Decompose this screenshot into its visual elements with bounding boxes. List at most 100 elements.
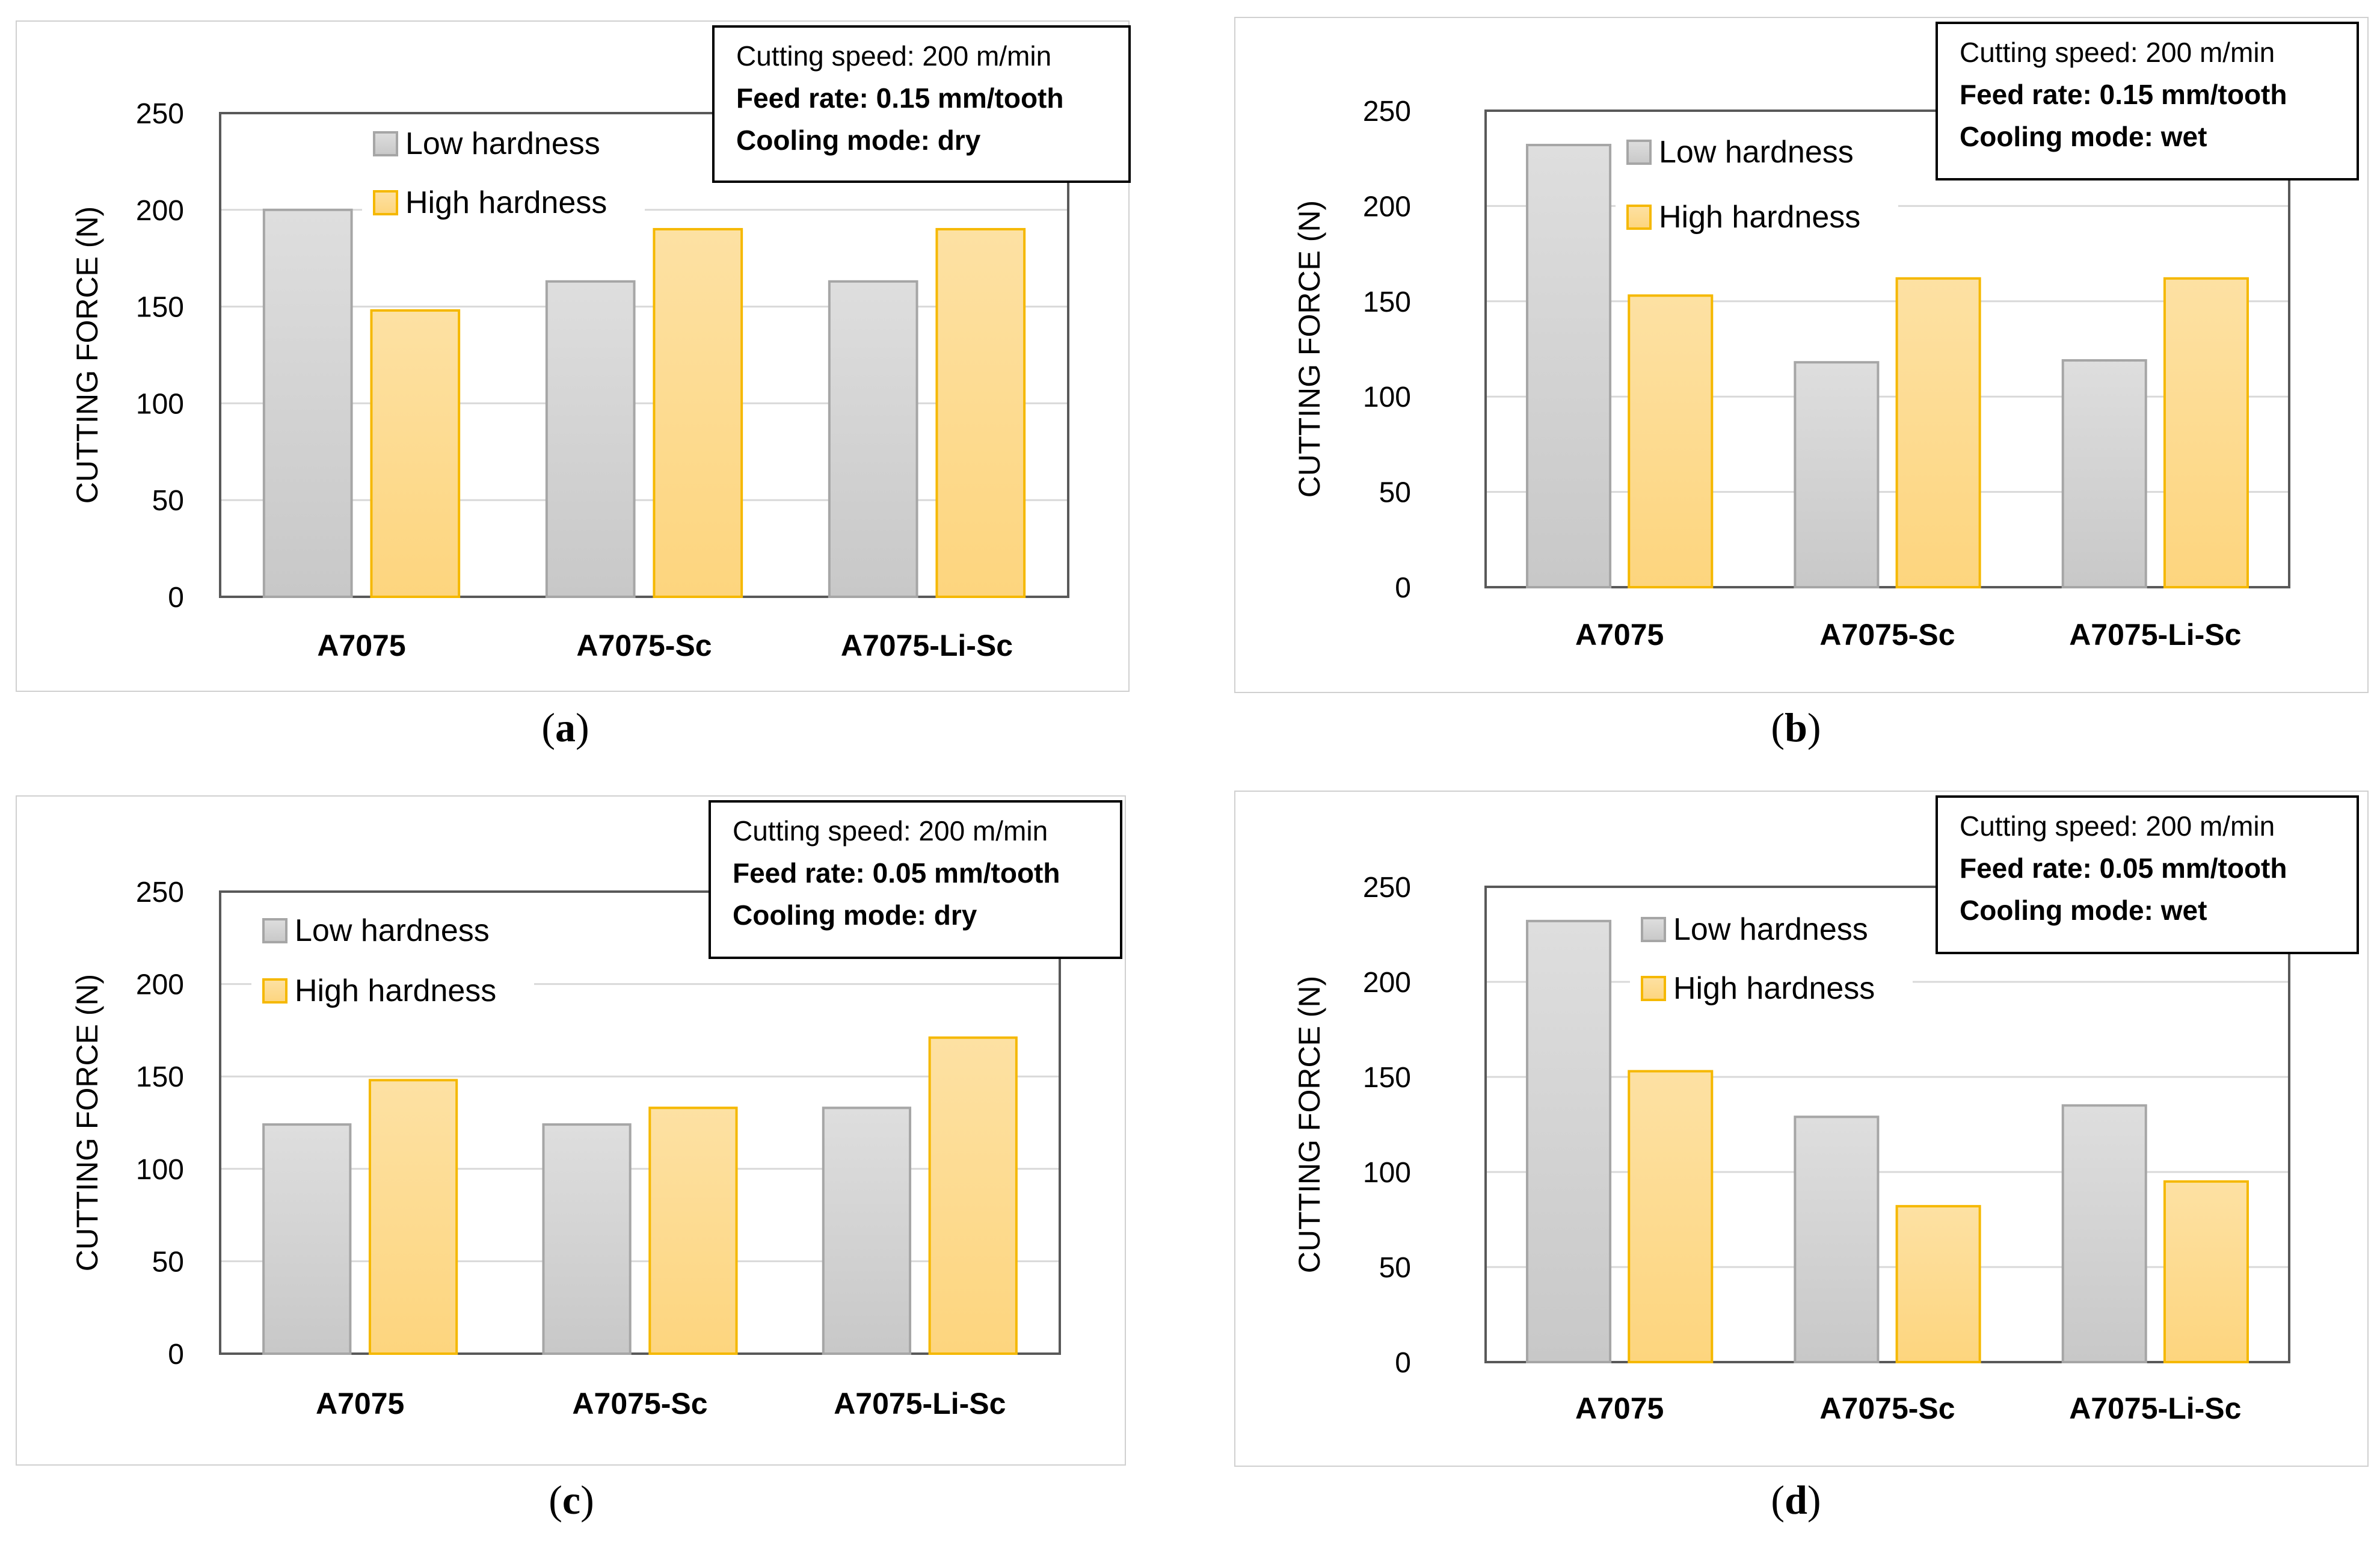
legend (362, 119, 645, 226)
info-speed: Cutting speed: 200 m/min (733, 815, 1048, 847)
y-tick-label: 200 (1363, 191, 1411, 223)
y-tick-label: 50 (1379, 1252, 1411, 1284)
plot-area (1484, 886, 2290, 1363)
y-tick-label: 150 (1363, 1062, 1411, 1094)
info-feed: Feed rate: 0.15 mm/tooth (1960, 79, 2287, 110)
bar-low-hardness (545, 280, 636, 598)
legend-label-low: Low hardness (1673, 912, 1868, 947)
chart-b: 0 50 100 150 200 250 A7075 A7075-Sc A7075-Li-Sc C… (1293, 96, 2290, 652)
y-axis-label: CUTTING FORCE (N) (70, 974, 104, 1271)
legend-label-high: High hardness (1659, 200, 1860, 235)
info-feed: Feed rate: 0.15 mm/tooth (736, 82, 1064, 114)
legend-swatch-high (1626, 205, 1652, 230)
info-cooling: Cooling mode: dry (736, 125, 981, 156)
legend (1616, 128, 1898, 241)
caption-letter: a (555, 705, 576, 750)
x-category-label: A7075 (1575, 1392, 1664, 1425)
y-tick-label: 250 (1363, 872, 1411, 904)
y-tick-label: 50 (152, 1246, 184, 1278)
y-tick-label: 150 (136, 1061, 184, 1093)
legend-swatch-high (262, 978, 288, 1004)
x-category-label: A7075-Li-Sc (834, 1387, 1006, 1420)
panel-d: 0 50 100 150 200 250 A7075 A7075-Sc A7075-Li-Sc C… (1221, 773, 2380, 1545)
info-speed: Cutting speed: 200 m/min (1960, 37, 2275, 68)
bar-high-hardness (1628, 294, 1714, 588)
legend-swatch-low (1641, 917, 1666, 942)
y-tick-label: 0 (168, 582, 184, 614)
bar-high-hardness (2163, 277, 2249, 588)
bar-low-hardness (542, 1123, 632, 1355)
y-tick-label: 100 (1363, 1157, 1411, 1189)
x-category-label: A7075 (317, 629, 405, 662)
bar-high-hardness (935, 227, 1026, 598)
bar-low-hardness (2061, 359, 2147, 588)
x-category-label: A7075-Sc (1819, 1392, 1955, 1425)
caption-letter: b (1785, 705, 1807, 750)
bar-low-hardness (262, 1123, 352, 1355)
y-tick-label: 50 (1379, 477, 1411, 509)
bar-high-hardness (2163, 1180, 2249, 1363)
y-tick-label: 250 (136, 877, 184, 908)
panel-caption: (a) (541, 705, 589, 750)
y-axis-label: CUTTING FORCE (N) (1293, 200, 1326, 498)
plot-area (219, 890, 1061, 1355)
y-tick-label: 100 (136, 388, 184, 420)
bar-high-hardness (653, 227, 743, 598)
panel-caption: (d) (1771, 1477, 1821, 1523)
x-category-label: A7075-Sc (576, 629, 712, 662)
y-tick-label: 250 (1363, 96, 1411, 128)
chart-a: 0 50 100 150 200 250 A7075 A7075-Sc A7075-Li-Sc C… (70, 98, 1069, 662)
x-category-label: A7075-Li-Sc (2069, 1392, 2241, 1425)
bar-low-hardness (822, 1106, 912, 1355)
plot-area (1484, 109, 2290, 588)
info-feed: Feed rate: 0.05 mm/tooth (733, 857, 1060, 889)
info-cooling: Cooling mode: wet (1960, 895, 2207, 926)
x-category-label: A7075-Li-Sc (2069, 618, 2241, 652)
info-cooling: Cooling mode: dry (733, 899, 977, 931)
x-category-label: A7075 (1575, 618, 1664, 652)
bar-high-hardness (1895, 1204, 1981, 1363)
bar-low-hardness (1794, 1115, 1880, 1363)
y-tick-label: 50 (152, 485, 184, 517)
bar-low-hardness (262, 208, 353, 598)
bar-high-hardness (928, 1036, 1018, 1355)
panel-caption: (b) (1771, 705, 1821, 750)
legend-swatch-low (1626, 140, 1652, 165)
bar-high-hardness (648, 1106, 738, 1355)
panel-caption: (c) (549, 1477, 594, 1523)
y-tick-label: 200 (1363, 967, 1411, 999)
y-tick-label: 200 (136, 195, 184, 227)
info-speed: Cutting speed: 200 m/min (736, 40, 1052, 72)
y-tick-label: 100 (136, 1154, 184, 1186)
y-tick-label: 0 (168, 1339, 184, 1371)
bar-low-hardness (2061, 1104, 2147, 1364)
legend-label-high: High hardness (295, 973, 496, 1008)
legend-label-high: High hardness (405, 185, 607, 220)
x-category-label: A7075-Sc (572, 1387, 707, 1420)
info-box: Cutting speed: 200 m/min Feed rate: 0.05… (709, 800, 1122, 959)
x-category-label: A7075 (316, 1387, 404, 1420)
info-feed: Feed rate: 0.05 mm/tooth (1960, 853, 2287, 884)
info-box: Cutting speed: 200 m/min Feed rate: 0.15… (712, 25, 1131, 183)
bar-high-hardness (1628, 1070, 1714, 1363)
y-axis-label: CUTTING FORCE (N) (1293, 976, 1326, 1273)
bar-low-hardness (1794, 361, 1880, 589)
legend (1630, 905, 1913, 1012)
x-category-label: A7075-Sc (1819, 618, 1955, 652)
legend-swatch-high (373, 190, 398, 215)
y-tick-label: 200 (136, 969, 184, 1001)
legend-label-low: Low hardness (405, 126, 600, 161)
legend-label-high: High hardness (1673, 971, 1875, 1006)
bar-high-hardness (370, 309, 461, 598)
chart-c: 0 50 100 150 200 250 A7075 A7075-Sc A7075-Li-Sc C… (70, 877, 1061, 1420)
bar-high-hardness (368, 1079, 458, 1355)
bar-low-hardness (1526, 919, 1612, 1363)
info-cooling: Cooling mode: wet (1960, 121, 2207, 152)
x-category-label: A7075-Li-Sc (841, 629, 1013, 662)
bar-low-hardness (1526, 144, 1612, 589)
y-tick-label: 150 (136, 292, 184, 324)
legend-label-low: Low hardness (1659, 135, 1854, 170)
caption-letter: c (562, 1477, 581, 1523)
panel-a: 0 50 100 150 200 250 A7075 A7075-Sc A7075-Li-Sc C… (0, 0, 1191, 773)
y-tick-label: 150 (1363, 286, 1411, 318)
